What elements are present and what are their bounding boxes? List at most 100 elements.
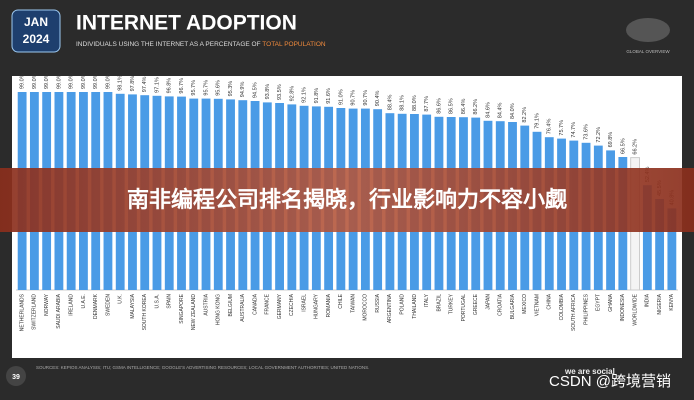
badge-year: 2024 — [23, 32, 50, 46]
x-tick-label: GHANA — [608, 293, 614, 311]
value-label: 98.1% — [118, 75, 124, 91]
x-tick-label: GREECE — [473, 293, 479, 315]
value-label: 66.5% — [620, 138, 626, 154]
value-label: 73.6% — [584, 124, 590, 140]
page-number: 39 — [12, 374, 20, 381]
x-tick-label: NIGERIA — [657, 293, 663, 314]
value-label: 99.0% — [44, 73, 50, 89]
value-label: 99.0% — [69, 73, 75, 89]
x-tick-label: SOUTH AFRICA — [571, 293, 577, 331]
value-label: 72.2% — [596, 127, 602, 143]
x-tick-label: PHILIPPINES — [583, 293, 589, 325]
x-tick-label: INDIA — [645, 293, 651, 307]
x-tick-label: IRELAND — [68, 294, 74, 316]
x-tick-label: POLAND — [399, 294, 405, 315]
date-badge — [11, 9, 61, 53]
value-label: 95.3% — [228, 81, 234, 97]
value-label: 91.0% — [338, 89, 344, 105]
x-tick-label: AUSTRIA — [203, 293, 209, 315]
banner — [0, 168, 694, 232]
x-tick-label: NETHERLANDS — [19, 293, 25, 331]
x-tick-label: CROATIA — [498, 293, 504, 316]
x-tick-label: MALAYSIA — [130, 293, 136, 318]
x-tick-label: ITALY — [424, 293, 430, 307]
bar — [642, 185, 652, 290]
x-tick-label: U.S.A. — [154, 294, 160, 308]
value-label: 96.8% — [167, 78, 173, 94]
page-badge — [6, 366, 26, 386]
value-label: 91.6% — [326, 88, 332, 104]
x-tick-label: HUNGARY — [314, 293, 320, 319]
value-label: 95.7% — [203, 80, 209, 96]
bar — [655, 199, 665, 290]
x-tick-label: NEW ZEALAND — [191, 294, 197, 331]
value-label: 99.0% — [20, 73, 26, 89]
x-tick-label: SPAIN — [167, 294, 173, 309]
subtitle-highlight: TOTAL POPULATION — [262, 41, 326, 48]
value-label: 87.7% — [424, 96, 430, 112]
value-label: 93.8% — [265, 84, 271, 100]
x-tick-label: MOROCCO — [363, 294, 369, 321]
value-label: 92.1% — [302, 87, 308, 103]
value-label: 69.8% — [608, 132, 614, 148]
value-label: 74.7% — [571, 122, 577, 138]
value-label: 79.1% — [534, 113, 540, 129]
x-tick-label: CANADA — [252, 293, 258, 315]
x-tick-label: WORLDWIDE — [632, 293, 638, 325]
value-label: 86.2% — [473, 99, 479, 115]
x-tick-label: JAPAN — [485, 294, 491, 310]
value-label: 99.0% — [32, 73, 38, 89]
value-label: 84.0% — [510, 103, 516, 119]
value-label: 99.0% — [93, 73, 99, 89]
x-tick-label: HONG KONG — [216, 294, 222, 325]
subtitle-text: INDIVIDUALS USING THE INTERNET AS A PERC… — [76, 41, 261, 48]
value-label: 95.6% — [216, 80, 222, 96]
x-tick-label: U.K. — [118, 294, 124, 304]
value-label: 90.4% — [375, 90, 381, 106]
x-tick-label: KENYA — [669, 293, 675, 310]
x-tick-label: SWEDEN — [105, 294, 111, 316]
x-tick-label: SWITZERLAND — [32, 294, 38, 330]
x-tick-label: AUSTRALIA — [240, 293, 246, 321]
banner-text: 南非编程公司排名揭晓，行业影响力不容小觑 — [127, 187, 567, 212]
value-label: 90.7% — [351, 90, 357, 106]
bar — [667, 208, 677, 290]
x-tick-label: INDONESIA — [620, 293, 626, 321]
x-tick-label: DENMARK — [93, 293, 99, 319]
x-tick-label: FRANCE — [265, 293, 271, 314]
value-label: 97.8% — [130, 76, 136, 92]
x-tick-label: SOUTH KOREA — [142, 293, 148, 330]
value-label: 94.9% — [240, 81, 246, 97]
x-tick-label: SINGAPORE — [179, 293, 185, 323]
value-label: 88.0% — [412, 95, 418, 111]
x-tick-label: SAUDI ARABIA — [56, 293, 62, 328]
x-tick-label: BRAZIL — [436, 294, 442, 312]
value-label: 84.4% — [498, 102, 504, 118]
subtitle: INDIVIDUALS USING THE INTERNET AS A PERC… — [76, 41, 326, 48]
value-label: 93.5% — [277, 84, 283, 100]
x-tick-label: BULGARIA — [510, 293, 516, 319]
sources: SOURCES: KEPIOS ANALYSIS; ITU; GSMA INTE… — [36, 365, 369, 370]
x-tick-label: EGYPT — [596, 294, 602, 311]
value-label: 66.2% — [633, 139, 639, 155]
x-tick-label: RUSSIA — [375, 293, 381, 312]
x-tick-label: PORTUGAL — [461, 294, 467, 322]
x-tick-label: ROMANIA — [326, 293, 332, 317]
world-map — [626, 18, 670, 42]
value-label: 99.0% — [81, 73, 87, 89]
value-label: 96.7% — [179, 78, 185, 94]
value-label: 92.8% — [289, 86, 295, 102]
value-label: 84.6% — [485, 102, 491, 118]
value-label: 88.1% — [400, 95, 406, 111]
x-tick-label: TAIWAN — [350, 294, 356, 313]
value-label: 97.1% — [154, 77, 160, 93]
value-label: 75.7% — [559, 120, 565, 136]
x-tick-label: CHINA — [547, 293, 553, 309]
value-label: 95.7% — [191, 80, 197, 96]
x-tick-label: TURKEY — [449, 293, 455, 314]
value-label: 99.0% — [105, 73, 111, 89]
brand: we are social — [564, 367, 615, 376]
chart-title: INTERNET ADOPTION — [76, 12, 297, 35]
x-tick-label: ARGENTINA — [387, 293, 393, 323]
